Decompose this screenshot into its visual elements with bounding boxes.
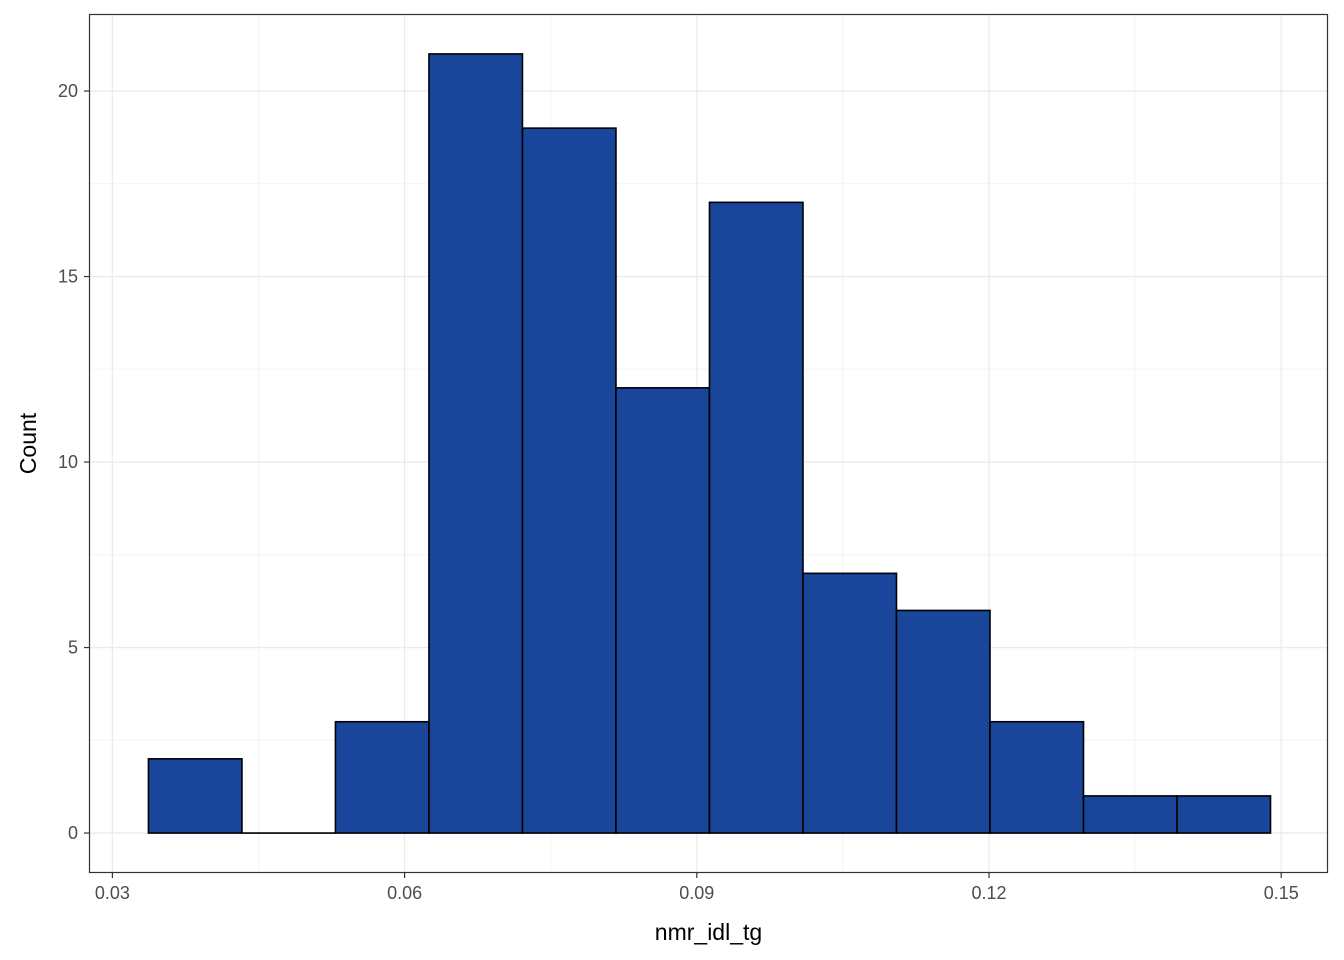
x-tick-label: 0.09 [679, 883, 714, 903]
y-axis-title: Count [15, 412, 41, 474]
histogram-bar [428, 53, 524, 834]
x-tick-label: 0.15 [1264, 883, 1299, 903]
histogram-bar [802, 572, 898, 834]
y-tick-label: 5 [68, 638, 78, 658]
y-axis: 0 5 10 15 20 [58, 81, 90, 843]
y-tick-label: 15 [58, 267, 78, 287]
x-tick-label: 0.06 [387, 883, 422, 903]
histogram-bar [895, 609, 991, 834]
histogram-bar [989, 720, 1085, 834]
y-tick-label: 0 [68, 823, 78, 843]
histogram-bar [1176, 795, 1272, 834]
histogram-bar [708, 201, 804, 834]
y-tick-label: 10 [58, 452, 78, 472]
histogram-bar [334, 720, 430, 834]
x-axis-title: nmr_idl_tg [655, 919, 762, 945]
histogram-bar [147, 758, 243, 834]
x-tick-label: 0.03 [95, 883, 130, 903]
histogram-bar [615, 387, 711, 834]
panel-border [88, 13, 1329, 874]
y-tick-label: 20 [58, 81, 78, 101]
histogram-bar [1082, 795, 1178, 834]
histogram-bars [147, 53, 1272, 834]
histogram-bar [521, 127, 617, 834]
x-tick-label: 0.12 [971, 883, 1006, 903]
x-axis: 0.03 0.06 0.09 0.12 0.15 [95, 872, 1299, 903]
